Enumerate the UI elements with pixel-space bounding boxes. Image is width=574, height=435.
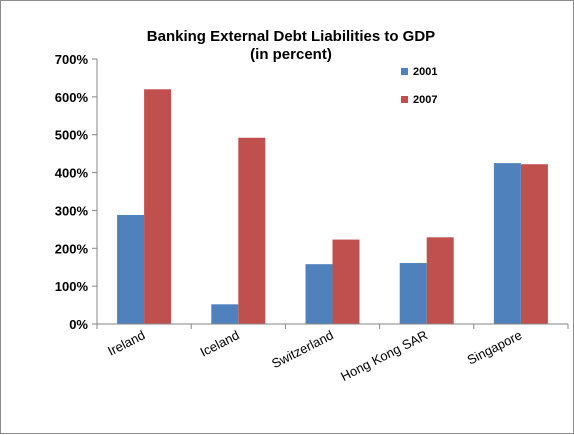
y-tick-label: 700%: [55, 52, 89, 67]
bar-2001-singapore: [493, 163, 521, 324]
chart-subtitle: (in percent): [250, 46, 332, 63]
bar-2001-switzerland: [305, 264, 333, 324]
bar-2007-iceland: [238, 137, 266, 324]
x-category-label: Ireland: [105, 327, 147, 358]
chart-title: Banking External Debt Liabilities to GDP: [147, 28, 435, 45]
y-tick-label: 0%: [69, 317, 88, 332]
bar-2001-ireland: [117, 214, 145, 324]
y-tick-label: 500%: [55, 128, 89, 143]
legend-swatch-2001: [401, 68, 408, 75]
y-tick-label: 400%: [55, 166, 89, 181]
bars: [117, 89, 548, 325]
bar-2001-hong-kong-sar: [399, 263, 427, 324]
bar-2007-hong-kong-sar: [426, 237, 454, 324]
legend-swatch-2007: [401, 96, 408, 103]
x-category-label: Iceland: [197, 327, 241, 359]
bar-2007-switzerland: [332, 239, 360, 324]
y-axis-ticks: 0% 100% 200% 300% 400% 500% 600% 700%: [55, 52, 97, 332]
axes: [96, 59, 568, 325]
legend-label-2007: 2007: [413, 94, 437, 106]
x-category-label: Singapore: [465, 327, 525, 367]
y-tick-label: 300%: [55, 203, 89, 218]
legend-label-2001: 2001: [413, 66, 437, 78]
bar-2007-ireland: [144, 89, 172, 325]
x-category-label: Switzerland: [269, 327, 336, 371]
y-tick-label: 100%: [55, 279, 89, 294]
x-category-label: Hong Kong SAR: [338, 327, 430, 384]
y-tick-label: 600%: [55, 90, 89, 105]
bar-2007-singapore: [520, 164, 548, 324]
legend: 2001 2007: [401, 66, 437, 106]
y-tick-label: 200%: [55, 241, 89, 256]
x-axis-categories: Ireland Iceland Switzerland Hong Kong SAR Si…: [96, 324, 569, 384]
bar-2001-iceland: [211, 304, 239, 324]
